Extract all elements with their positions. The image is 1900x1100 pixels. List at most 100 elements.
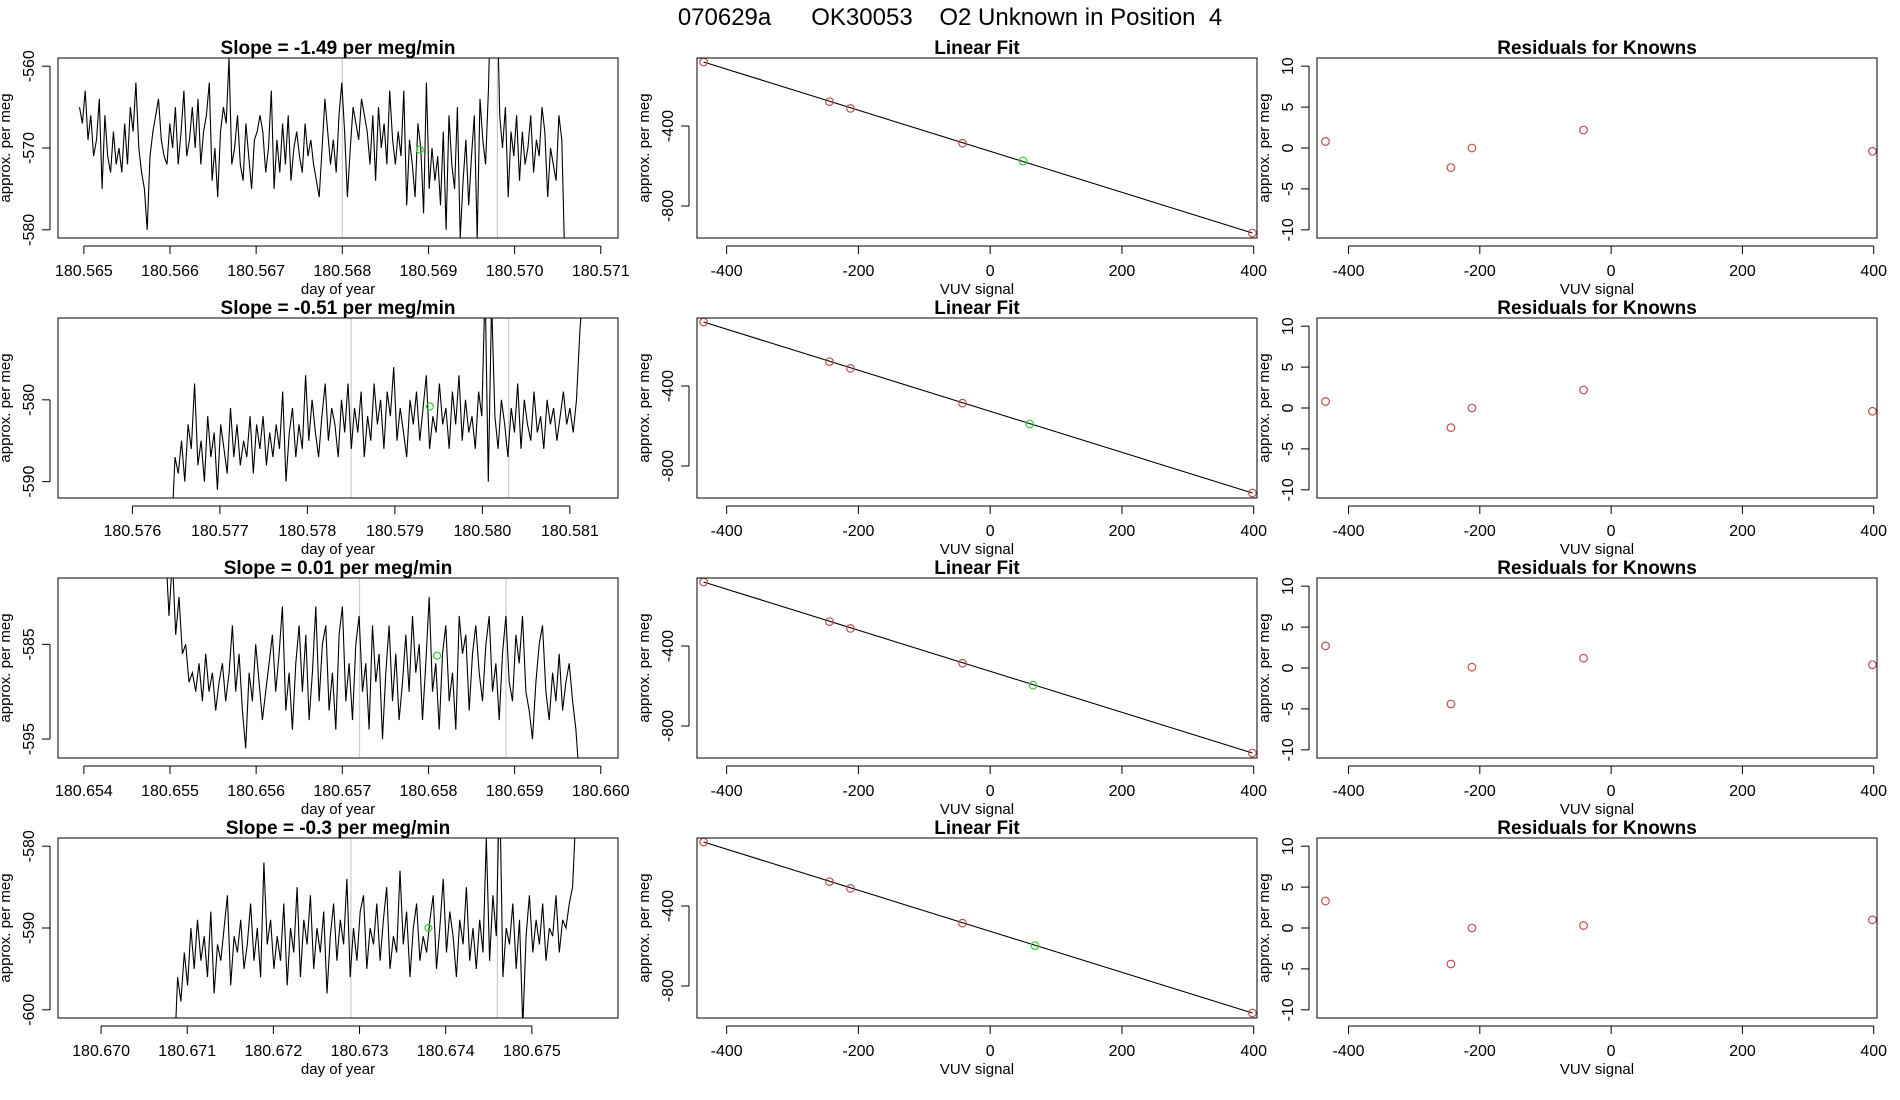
panel-r4-p1: Slope = -0.3 per meg/min 180.670 180.671 18… xyxy=(0,818,619,1078)
x-tick-label: 180.673 xyxy=(331,1043,389,1060)
known-point xyxy=(958,658,967,668)
known-point xyxy=(1579,653,1588,663)
x-tick-label: 200 xyxy=(1109,1043,1136,1060)
known-point xyxy=(825,97,834,106)
panel-title: Residuals for Knowns xyxy=(1497,298,1697,319)
x-tick-label: 180.674 xyxy=(417,1043,475,1060)
y-tick-label: -5 xyxy=(1280,962,1297,976)
x-tick-label: 180.568 xyxy=(313,263,371,280)
y-tick-label: -400 xyxy=(660,110,677,142)
known-point xyxy=(825,357,834,367)
y-tick-label: -585 xyxy=(21,628,38,660)
y-tick-label: 10 xyxy=(1280,837,1297,855)
x-tick-label: 180.581 xyxy=(541,523,599,540)
x-tick-label: 180.655 xyxy=(141,783,199,800)
x-tick-label: 180.569 xyxy=(400,263,458,280)
y-tick-label: -590 xyxy=(21,912,38,944)
fit-line xyxy=(703,581,1253,754)
y-tick-label: -10 xyxy=(1280,998,1297,1021)
x-tick-label: 0 xyxy=(1607,783,1616,800)
fit-line xyxy=(703,321,1253,494)
x-tick-label: 180.671 xyxy=(158,1043,216,1060)
x-tick-label: 180.565 xyxy=(55,263,113,280)
x-tick-label: -400 xyxy=(1332,1043,1364,1060)
panel-r4-p3: Residuals for Knowns -400 -200 0 200 400 VUV s… xyxy=(1256,818,1887,1078)
y-axis-label: approx. per meg xyxy=(636,873,653,982)
known-point xyxy=(1579,385,1588,395)
plot-area xyxy=(699,578,1257,758)
x-tick-label: 180.571 xyxy=(572,263,630,280)
x-tick-label: 400 xyxy=(1860,263,1887,280)
y-tick-label: -10 xyxy=(1280,738,1297,761)
x-tick-label: -200 xyxy=(1464,1043,1496,1060)
known-point xyxy=(1446,163,1456,173)
known-point xyxy=(958,398,967,408)
y-tick-label: -5 xyxy=(1280,182,1297,196)
panel-title: Linear Fit xyxy=(934,298,1020,319)
unknown-point xyxy=(415,145,424,154)
panel-r3-p2: Linear Fit -400 -200 0 200 400 VUV signal -400 -… xyxy=(636,558,1267,818)
x-tick-label: 200 xyxy=(1109,263,1136,280)
known-point xyxy=(1868,146,1877,156)
known-point xyxy=(825,877,834,886)
y-tick-label: -800 xyxy=(660,450,677,482)
x-axis-label: day of year xyxy=(301,1061,375,1078)
x-tick-label: -400 xyxy=(1332,523,1364,540)
known-point xyxy=(1321,641,1330,651)
y-axis-label: approx. per meg xyxy=(1256,873,1273,982)
x-axis-label: VUV signal xyxy=(1560,1061,1634,1078)
known-point xyxy=(1868,915,1877,925)
x-tick-label: -200 xyxy=(1464,783,1496,800)
panel-title: Residuals for Knowns xyxy=(1497,558,1697,579)
plot-area xyxy=(78,58,565,238)
x-tick-label: 200 xyxy=(1729,523,1756,540)
known-point xyxy=(1467,143,1477,153)
x-tick-label: 180.672 xyxy=(244,1043,302,1060)
x-tick-label: -400 xyxy=(711,263,743,280)
plot-area xyxy=(1321,385,1877,433)
panel-r1-p3: Residuals for Knowns -400 -200 0 200 400 VUV s… xyxy=(1256,38,1887,298)
panel-title: Linear Fit xyxy=(934,818,1020,839)
known-point xyxy=(958,918,967,928)
y-tick-label: 5 xyxy=(1280,623,1297,632)
x-tick-label: 180.570 xyxy=(486,263,544,280)
y-tick-label: 5 xyxy=(1280,363,1297,372)
y-tick-label: -570 xyxy=(21,132,38,164)
y-tick-label: -590 xyxy=(21,466,38,498)
plot-frame xyxy=(696,317,1258,499)
known-point xyxy=(1321,896,1330,906)
known-point xyxy=(1868,406,1877,416)
y-tick-label: -800 xyxy=(660,710,677,742)
y-axis-label: approx. per meg xyxy=(636,353,653,462)
y-tick-label: -400 xyxy=(660,630,677,662)
x-tick-label: 0 xyxy=(986,1043,995,1060)
y-axis-label: approx. per meg xyxy=(1256,93,1273,202)
y-axis-label: approx. per meg xyxy=(636,93,653,202)
unknown-point xyxy=(1028,680,1038,690)
y-tick-label: -600 xyxy=(21,994,38,1026)
page-title: 070629a OK30053 O2 Unknown in Position 4 xyxy=(677,4,1223,31)
plot-area xyxy=(175,838,576,1018)
x-tick-label: -400 xyxy=(1332,783,1364,800)
unknown-point xyxy=(1030,941,1040,950)
panel-r2-p2: Linear Fit -400 -200 0 200 400 VUV signal -400 -… xyxy=(636,298,1267,558)
y-tick-label: 0 xyxy=(1280,143,1297,152)
y-tick-label: -400 xyxy=(660,890,677,922)
panel-title: Residuals for Knowns xyxy=(1497,38,1697,59)
known-point xyxy=(1247,228,1257,238)
panel-title: Slope = -0.51 per meg/min xyxy=(221,298,456,319)
x-tick-label: 0 xyxy=(986,783,995,800)
x-axis-label: day of year xyxy=(301,281,375,298)
series-line xyxy=(172,318,582,498)
x-tick-label: 200 xyxy=(1729,783,1756,800)
x-tick-label: 400 xyxy=(1240,1043,1267,1060)
x-tick-label: 180.566 xyxy=(141,263,199,280)
panel-title: Linear Fit xyxy=(934,38,1020,59)
plot-area xyxy=(699,318,1257,498)
known-point xyxy=(1446,959,1456,969)
known-point xyxy=(1467,923,1477,933)
known-point xyxy=(1247,748,1257,758)
y-tick-label: 10 xyxy=(1280,577,1297,595)
panel-r1-p1: Slope = -1.49 per meg/min 180.565 180.566 1… xyxy=(0,38,630,298)
